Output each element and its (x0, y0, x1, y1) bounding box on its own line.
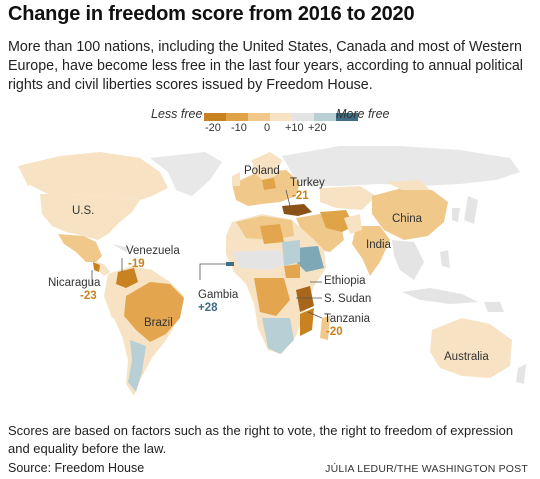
value-nicaragua: -23 (80, 290, 97, 302)
gambia-leader-line (199, 263, 226, 280)
australia-region (430, 318, 512, 378)
chart-subtitle: More than 100 nations, including the Uni… (8, 39, 523, 93)
pakistan-region (344, 214, 362, 234)
footnote: Scores are based on factors such as the … (8, 423, 514, 456)
legend-swatch (226, 113, 248, 121)
label-australia: Australia (444, 351, 489, 363)
philippines-region (440, 250, 450, 268)
legend-more-free-label: More free (336, 107, 390, 121)
scandinavia-region (252, 152, 282, 180)
gambia-region (226, 262, 234, 266)
value-turkey: -21 (292, 190, 309, 202)
world-map: U.S. Poland China India Brazil Australia… (18, 146, 526, 396)
iran-region (320, 210, 354, 232)
legend-swatch (336, 113, 358, 121)
korea-region (452, 208, 460, 222)
chart-title: Change in freedom score from 2016 to 202… (8, 3, 415, 25)
png-region (484, 302, 504, 312)
tanzania-leader-line (307, 311, 323, 319)
color-legend: Less free More free -20 -10 0 +10 +20 (148, 107, 393, 137)
turkey-leader-line (285, 189, 291, 207)
label-tanzania: Tanzania (324, 313, 371, 325)
cuba-region (112, 244, 130, 252)
label-gambia: Gambia (198, 289, 239, 301)
ethiopia-region (296, 246, 324, 272)
label-turkey: Turkey (290, 177, 325, 189)
india-region (352, 226, 390, 276)
legend-swatch (270, 113, 292, 121)
credit-line: JÚLIA LEDUR/THE WASHINGTON POST (325, 463, 528, 475)
source-line: Source: Freedom House (8, 461, 145, 475)
south-sudan-region (284, 264, 300, 278)
madagascar-region (320, 316, 330, 340)
label-ethiopia: Ethiopia (324, 275, 366, 287)
nicaragua-region (93, 262, 100, 272)
value-gambia: +28 (198, 302, 218, 314)
legend-swatch (314, 113, 336, 121)
central-africa-region (254, 278, 290, 316)
us-region (40, 194, 140, 240)
legend-tick: 0 (264, 122, 271, 134)
label-china: China (392, 213, 423, 225)
mozambique-region (300, 308, 314, 336)
tanzania-region (296, 286, 314, 312)
legend-tick: +20 (308, 122, 327, 134)
uk-region (232, 172, 240, 186)
value-tanzania: -20 (326, 326, 343, 338)
label-venezuela: Venezuela (126, 245, 180, 257)
legend-tick: -10 (231, 122, 247, 134)
brazil-region (124, 282, 184, 342)
alaska-region (18, 162, 40, 186)
legend-swatch (248, 113, 270, 121)
libya-region (260, 224, 284, 244)
legend-swatch (204, 113, 226, 121)
new-zealand-region (516, 364, 526, 384)
peru-region (104, 296, 122, 318)
label-india: India (366, 239, 392, 251)
central-asia-region (320, 186, 376, 210)
legend-less-free-label: Less free (151, 107, 203, 121)
label-brazil: Brazil (144, 317, 173, 329)
label-nicaragua: Nicaragua (48, 277, 101, 289)
russia-region (282, 146, 520, 186)
poland-region (262, 178, 276, 190)
label-us: U.S. (72, 205, 94, 217)
value-venezuela: -19 (128, 258, 145, 270)
china-region (372, 188, 448, 240)
greenland-region (150, 152, 222, 196)
legend-tick: -20 (205, 122, 221, 134)
sudan-region (282, 240, 300, 266)
southeast-asia-region (392, 240, 424, 280)
argentina-region (128, 340, 146, 392)
sahel-region (232, 250, 290, 270)
legend-color-ramp (204, 113, 358, 121)
indonesia-region (402, 288, 478, 304)
legend-tick: +10 (285, 122, 304, 134)
southern-africa-region (262, 318, 294, 354)
legend-swatch (292, 113, 314, 121)
japan-region (464, 196, 478, 224)
turkey-region (282, 204, 312, 216)
label-poland: Poland (244, 165, 280, 177)
mexico-region (58, 234, 102, 262)
label-s-sudan: S. Sudan (324, 293, 371, 305)
mongolia-region (386, 180, 430, 190)
canada-region (22, 152, 168, 200)
venezuela-region (116, 268, 138, 288)
